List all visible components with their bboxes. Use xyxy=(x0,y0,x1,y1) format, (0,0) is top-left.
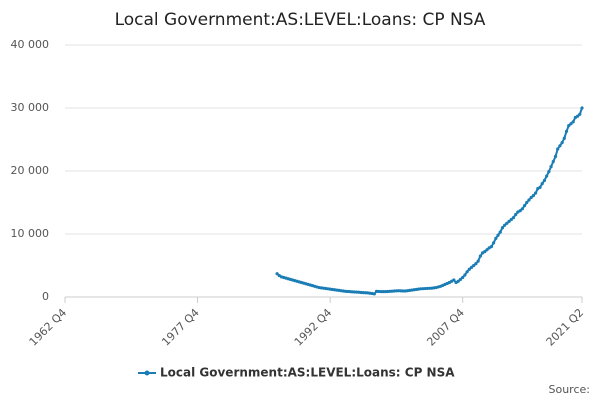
y-tick-label: 30 000 xyxy=(11,101,50,114)
data-point xyxy=(562,136,566,140)
data-point xyxy=(549,164,553,169)
data-point xyxy=(500,226,505,230)
data-point xyxy=(505,221,509,225)
data-point xyxy=(465,270,469,274)
data-point xyxy=(534,191,538,195)
x-tick-label: 1992 Q4 xyxy=(292,306,335,349)
data-point xyxy=(492,241,496,245)
source-label: Source: xyxy=(549,383,591,396)
chart-title: Local Government:AS:LEVEL:Loans: CP NSA xyxy=(115,10,486,30)
data-point xyxy=(564,129,569,133)
data-point xyxy=(494,236,498,241)
y-tick-label: 0 xyxy=(42,290,49,303)
data-point xyxy=(478,254,482,258)
data-point xyxy=(520,207,524,211)
data-point xyxy=(538,185,542,189)
data-point xyxy=(452,278,456,282)
data-point xyxy=(567,124,571,128)
y-tick-label: 40 000 xyxy=(11,38,50,51)
data-point xyxy=(578,112,582,116)
data-point xyxy=(511,216,516,220)
data-point xyxy=(496,233,500,237)
data-point xyxy=(580,106,584,110)
data-point xyxy=(525,200,529,205)
data-point xyxy=(556,147,560,151)
x-tick-label: 1977 Q4 xyxy=(159,306,202,349)
data-point xyxy=(461,275,465,280)
data-point xyxy=(467,267,471,271)
data-point xyxy=(381,290,385,294)
data-point xyxy=(542,178,547,183)
y-tick-label: 10 000 xyxy=(11,227,50,240)
data-line xyxy=(276,107,583,295)
data-point xyxy=(551,159,555,164)
data-point xyxy=(558,144,562,148)
data-point xyxy=(476,259,480,263)
data-point xyxy=(458,277,463,281)
legend-marker xyxy=(144,370,150,376)
data-point xyxy=(560,141,564,145)
data-point xyxy=(456,279,460,283)
data-point xyxy=(509,217,513,222)
data-point xyxy=(503,223,507,227)
data-point xyxy=(469,265,474,269)
data-point xyxy=(575,114,580,118)
data-point xyxy=(372,292,376,296)
data-point xyxy=(472,263,476,268)
data-point xyxy=(483,250,487,254)
data-point xyxy=(531,193,535,198)
y-tick-label: 20 000 xyxy=(11,164,50,177)
data-point xyxy=(463,273,467,277)
x-tick-label: 1962 Q4 xyxy=(27,306,70,349)
data-point xyxy=(522,204,527,208)
data-point xyxy=(547,170,551,174)
data-point xyxy=(540,182,544,186)
data-point xyxy=(529,195,533,200)
data-point xyxy=(545,174,549,178)
data-point xyxy=(527,198,531,202)
legend-label: Local Government:AS:LEVEL:Loans: CP NSA xyxy=(160,366,455,380)
x-tick-label: 2007 Q4 xyxy=(424,306,467,349)
data-point xyxy=(569,122,573,126)
data-point xyxy=(571,120,575,124)
data-point xyxy=(275,272,279,276)
data-point xyxy=(507,219,511,223)
data-point xyxy=(514,212,518,217)
data-point xyxy=(485,248,489,252)
data-point xyxy=(474,262,478,266)
data-point xyxy=(553,154,558,159)
x-tick-label: 2021 Q2 xyxy=(544,306,587,349)
data-point xyxy=(498,230,502,234)
data-point xyxy=(489,245,494,249)
data-point xyxy=(518,209,522,213)
